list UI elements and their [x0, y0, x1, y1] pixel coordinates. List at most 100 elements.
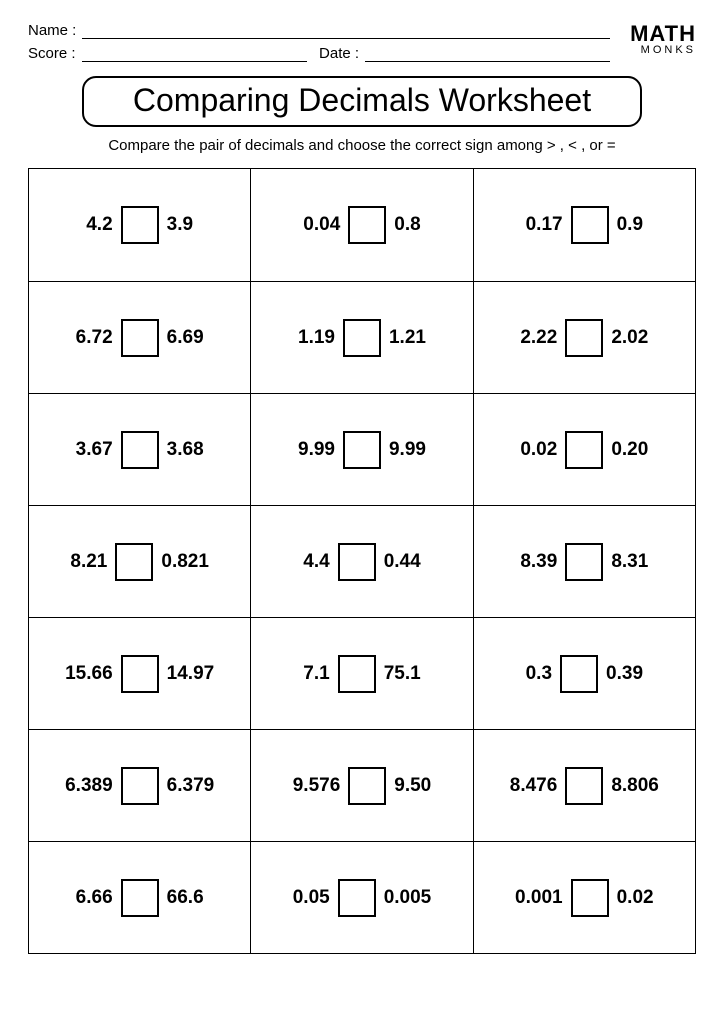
left-number: 8.39	[520, 551, 557, 573]
logo: MATH MONKS	[630, 24, 696, 55]
right-number: 0.39	[606, 663, 643, 685]
right-number: 3.9	[167, 214, 193, 236]
left-number: 6.389	[65, 775, 113, 797]
right-number: 8.806	[611, 775, 659, 797]
left-number: 6.66	[76, 887, 113, 909]
left-number: 7.1	[303, 663, 329, 685]
right-number: 0.005	[384, 887, 432, 909]
left-number: 15.66	[65, 663, 113, 685]
grid-row: 6.3896.3799.5769.508.4768.806	[29, 729, 695, 841]
answer-box[interactable]	[338, 655, 376, 693]
left-number: 4.2	[86, 214, 112, 236]
answer-box[interactable]	[565, 319, 603, 357]
score-field: Score :	[28, 45, 319, 62]
logo-line1: MATH	[630, 24, 696, 45]
problem-cell: 15.66 14.97	[29, 618, 250, 729]
answer-box[interactable]	[115, 543, 153, 581]
title-box: Comparing Decimals Worksheet	[82, 76, 642, 127]
right-number: 0.20	[611, 439, 648, 461]
left-number: 3.67	[76, 439, 113, 461]
answer-box[interactable]	[121, 319, 159, 357]
answer-box[interactable]	[343, 319, 381, 357]
instruction-text: Compare the pair of decimals and choose …	[28, 137, 696, 154]
left-number: 0.17	[526, 214, 563, 236]
right-number: 2.02	[611, 327, 648, 349]
left-number: 9.99	[298, 439, 335, 461]
problem-cell: 4.4 0.44	[250, 506, 472, 617]
left-number: 2.22	[520, 327, 557, 349]
answer-box[interactable]	[338, 543, 376, 581]
score-label: Score :	[28, 45, 76, 62]
logo-line2: MONKS	[630, 45, 696, 55]
right-number: 66.6	[167, 887, 204, 909]
grid-row: 8.210.821 4.4 0.44 8.39 8.31	[29, 505, 695, 617]
problem-cell: 6.389 6.379	[29, 730, 250, 841]
score-underline[interactable]	[82, 48, 308, 62]
problem-cell: 0.001 0.02	[473, 842, 695, 953]
problem-cell: 8.210.821	[29, 506, 250, 617]
answer-box[interactable]	[121, 767, 159, 805]
answer-box[interactable]	[338, 879, 376, 917]
problem-cell: 0.17 0.9	[473, 169, 695, 281]
right-number: 0.44	[384, 551, 421, 573]
left-number: 1.19	[298, 327, 335, 349]
answer-box[interactable]	[565, 767, 603, 805]
name-underline[interactable]	[82, 25, 610, 39]
answer-box[interactable]	[121, 655, 159, 693]
grid-row: 6.72 6.69 1.19 1.21 2.22 2.02	[29, 281, 695, 393]
date-field: Date :	[319, 45, 610, 62]
answer-box[interactable]	[343, 431, 381, 469]
problem-cell: 3.67 3.68	[29, 394, 250, 505]
worksheet-title: Comparing Decimals Worksheet	[84, 82, 640, 119]
grid-row: 3.67 3.68 9.99 9.99 0.020.20	[29, 393, 695, 505]
date-label: Date :	[319, 45, 359, 62]
answer-box[interactable]	[121, 206, 159, 244]
right-number: 75.1	[384, 663, 421, 685]
right-number: 6.69	[167, 327, 204, 349]
right-number: 3.68	[167, 439, 204, 461]
left-number: 0.04	[303, 214, 340, 236]
answer-box[interactable]	[565, 431, 603, 469]
problem-cell: 0.020.20	[473, 394, 695, 505]
grid-row: 15.66 14.97 7.1 75.1 0.3 0.39	[29, 617, 695, 729]
left-number: 4.4	[303, 551, 329, 573]
right-number: 6.379	[167, 775, 215, 797]
date-underline[interactable]	[365, 48, 610, 62]
problem-cell: 8.39 8.31	[473, 506, 695, 617]
answer-box[interactable]	[571, 879, 609, 917]
left-number: 0.001	[515, 887, 563, 909]
left-number: 6.72	[76, 327, 113, 349]
name-field: Name :	[28, 22, 610, 39]
left-number: 0.05	[293, 887, 330, 909]
right-number: 0.8	[394, 214, 420, 236]
right-number: 14.97	[167, 663, 215, 685]
answer-box[interactable]	[571, 206, 609, 244]
right-number: 8.31	[611, 551, 648, 573]
problem-cell: 9.99 9.99	[250, 394, 472, 505]
answer-box[interactable]	[565, 543, 603, 581]
answer-box[interactable]	[560, 655, 598, 693]
problem-grid: 4.2 3.9 0.04 0.8 0.17 0.9 6.72 6.69 1.19 1.21 2.22…	[28, 168, 696, 954]
left-number: 8.21	[70, 551, 107, 573]
left-number: 9.576	[293, 775, 341, 797]
header: Name : Score : Date : MATH MONKS	[28, 22, 696, 62]
grid-row: 4.2 3.9 0.04 0.8 0.17 0.9	[29, 169, 695, 281]
right-number: 1.21	[389, 327, 426, 349]
right-number: 9.99	[389, 439, 426, 461]
problem-cell: 1.19 1.21	[250, 282, 472, 393]
problem-cell: 2.22 2.02	[473, 282, 695, 393]
left-number: 0.3	[526, 663, 552, 685]
problem-cell: 6.66 66.6	[29, 842, 250, 953]
name-label: Name :	[28, 22, 76, 39]
problem-cell: 8.476 8.806	[473, 730, 695, 841]
answer-box[interactable]	[121, 879, 159, 917]
problem-cell: 4.2 3.9	[29, 169, 250, 281]
left-number: 8.476	[510, 775, 558, 797]
right-number: 0.02	[617, 887, 654, 909]
problem-cell: 0.04 0.8	[250, 169, 472, 281]
right-number: 0.9	[617, 214, 643, 236]
answer-box[interactable]	[121, 431, 159, 469]
answer-box[interactable]	[348, 767, 386, 805]
answer-box[interactable]	[348, 206, 386, 244]
problem-cell: 0.05 0.005	[250, 842, 472, 953]
